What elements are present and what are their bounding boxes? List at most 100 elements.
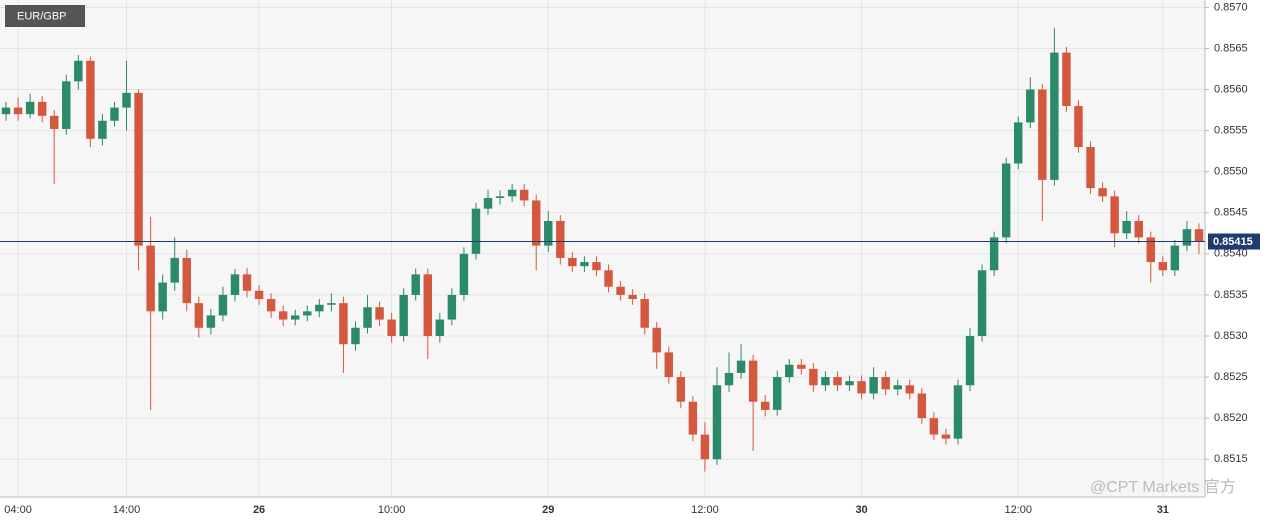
candle-body xyxy=(435,319,445,336)
y-tick-label: 0.8565 xyxy=(1214,42,1248,54)
candle-body xyxy=(254,290,264,300)
candle-body xyxy=(1158,262,1168,271)
candle-body xyxy=(929,418,939,435)
x-tick-label: 26 xyxy=(253,504,265,516)
x-tick-label: 31 xyxy=(1157,504,1169,516)
y-tick-label: 0.8530 xyxy=(1214,330,1248,342)
candle-body xyxy=(507,189,517,197)
candle-body xyxy=(1001,163,1011,238)
candle-body xyxy=(1182,229,1192,246)
candle-body xyxy=(664,352,673,378)
candle-body xyxy=(580,262,589,267)
candle-body xyxy=(592,262,601,271)
candle-body xyxy=(724,372,734,386)
candle-body xyxy=(411,274,420,295)
y-tick-label: 0.8570 xyxy=(1214,1,1248,13)
candle-body xyxy=(1110,196,1119,234)
y-tick-label: 0.8555 xyxy=(1214,125,1248,137)
candle-body xyxy=(1098,188,1107,197)
candle-body xyxy=(688,401,698,435)
candle-body xyxy=(134,92,143,246)
x-tick-label: 10:00 xyxy=(378,504,406,516)
y-tick-label: 0.8515 xyxy=(1214,453,1248,465)
candle-body xyxy=(833,377,842,386)
y-tick-label: 0.8535 xyxy=(1214,289,1248,301)
candle-body xyxy=(1014,122,1023,164)
candle-body xyxy=(628,294,637,300)
candle-body xyxy=(519,189,529,201)
candle-body xyxy=(1194,229,1204,242)
candle-body xyxy=(37,101,47,116)
candle-body xyxy=(242,274,252,291)
candle-body xyxy=(736,360,746,373)
candle-body xyxy=(86,60,95,139)
candle-body xyxy=(146,245,155,312)
candle-body xyxy=(170,257,179,283)
candle-body xyxy=(652,327,661,353)
y-tick-label: 0.8550 xyxy=(1214,166,1248,178)
candle-body xyxy=(604,270,613,287)
candle-body xyxy=(471,208,481,254)
candle-body xyxy=(266,299,276,312)
candle-body xyxy=(387,319,396,336)
candle-body xyxy=(351,327,360,345)
candle-body xyxy=(773,377,782,410)
candle-body xyxy=(1170,245,1180,271)
candle-body xyxy=(182,257,191,304)
last-price-label: 0.85415 xyxy=(1213,236,1253,248)
candle-body xyxy=(640,299,649,328)
candle-body xyxy=(230,274,240,295)
candle-body xyxy=(1062,52,1071,106)
candle-body xyxy=(941,434,951,439)
candle-body xyxy=(1038,89,1047,180)
candle-body xyxy=(62,81,71,129)
candle-body xyxy=(158,282,167,312)
title-box xyxy=(5,5,85,27)
candle-body xyxy=(760,401,770,410)
candle-body xyxy=(953,385,963,439)
candle-body xyxy=(315,304,324,312)
candle-body xyxy=(809,368,818,386)
candle-body xyxy=(459,253,469,295)
x-tick-label: 12:00 xyxy=(691,504,719,516)
candle-body xyxy=(544,220,553,246)
candle-body xyxy=(700,434,710,460)
candle-body xyxy=(845,381,854,386)
candle-body xyxy=(278,311,288,320)
x-tick-label: 12:00 xyxy=(1004,504,1032,516)
candles xyxy=(1,27,1204,472)
candle-body xyxy=(1086,147,1095,189)
candle-body xyxy=(218,294,228,316)
x-tick-label: 29 xyxy=(542,504,554,516)
candle-body xyxy=(616,286,625,295)
candle-body xyxy=(495,196,505,198)
y-tick-label: 0.8545 xyxy=(1214,207,1248,219)
x-tick-label: 04:00 xyxy=(4,504,32,516)
candle-body xyxy=(568,257,577,267)
candle-body xyxy=(821,377,830,386)
candle-body xyxy=(676,377,686,402)
candle-body xyxy=(98,120,107,139)
candle-body xyxy=(532,200,541,246)
candle-body xyxy=(194,303,204,328)
candle-body xyxy=(905,385,914,394)
candle-body xyxy=(363,307,372,328)
candle-body xyxy=(785,364,794,378)
candle-body xyxy=(375,307,384,320)
candle-body xyxy=(483,197,493,209)
candle-body xyxy=(857,381,866,394)
candle-body xyxy=(1134,220,1143,238)
candle-body xyxy=(917,393,927,419)
candle-body xyxy=(74,60,83,82)
candle-body xyxy=(1026,89,1035,123)
candle-body xyxy=(1146,237,1155,263)
x-tick-label: 30 xyxy=(855,504,867,516)
grid xyxy=(0,0,1205,497)
candle-body xyxy=(977,270,987,336)
candle-body xyxy=(50,115,59,129)
plot-background xyxy=(0,0,1205,497)
candle-body xyxy=(712,385,722,460)
candle-body xyxy=(797,364,806,369)
y-tick-label: 0.8540 xyxy=(1214,248,1248,260)
